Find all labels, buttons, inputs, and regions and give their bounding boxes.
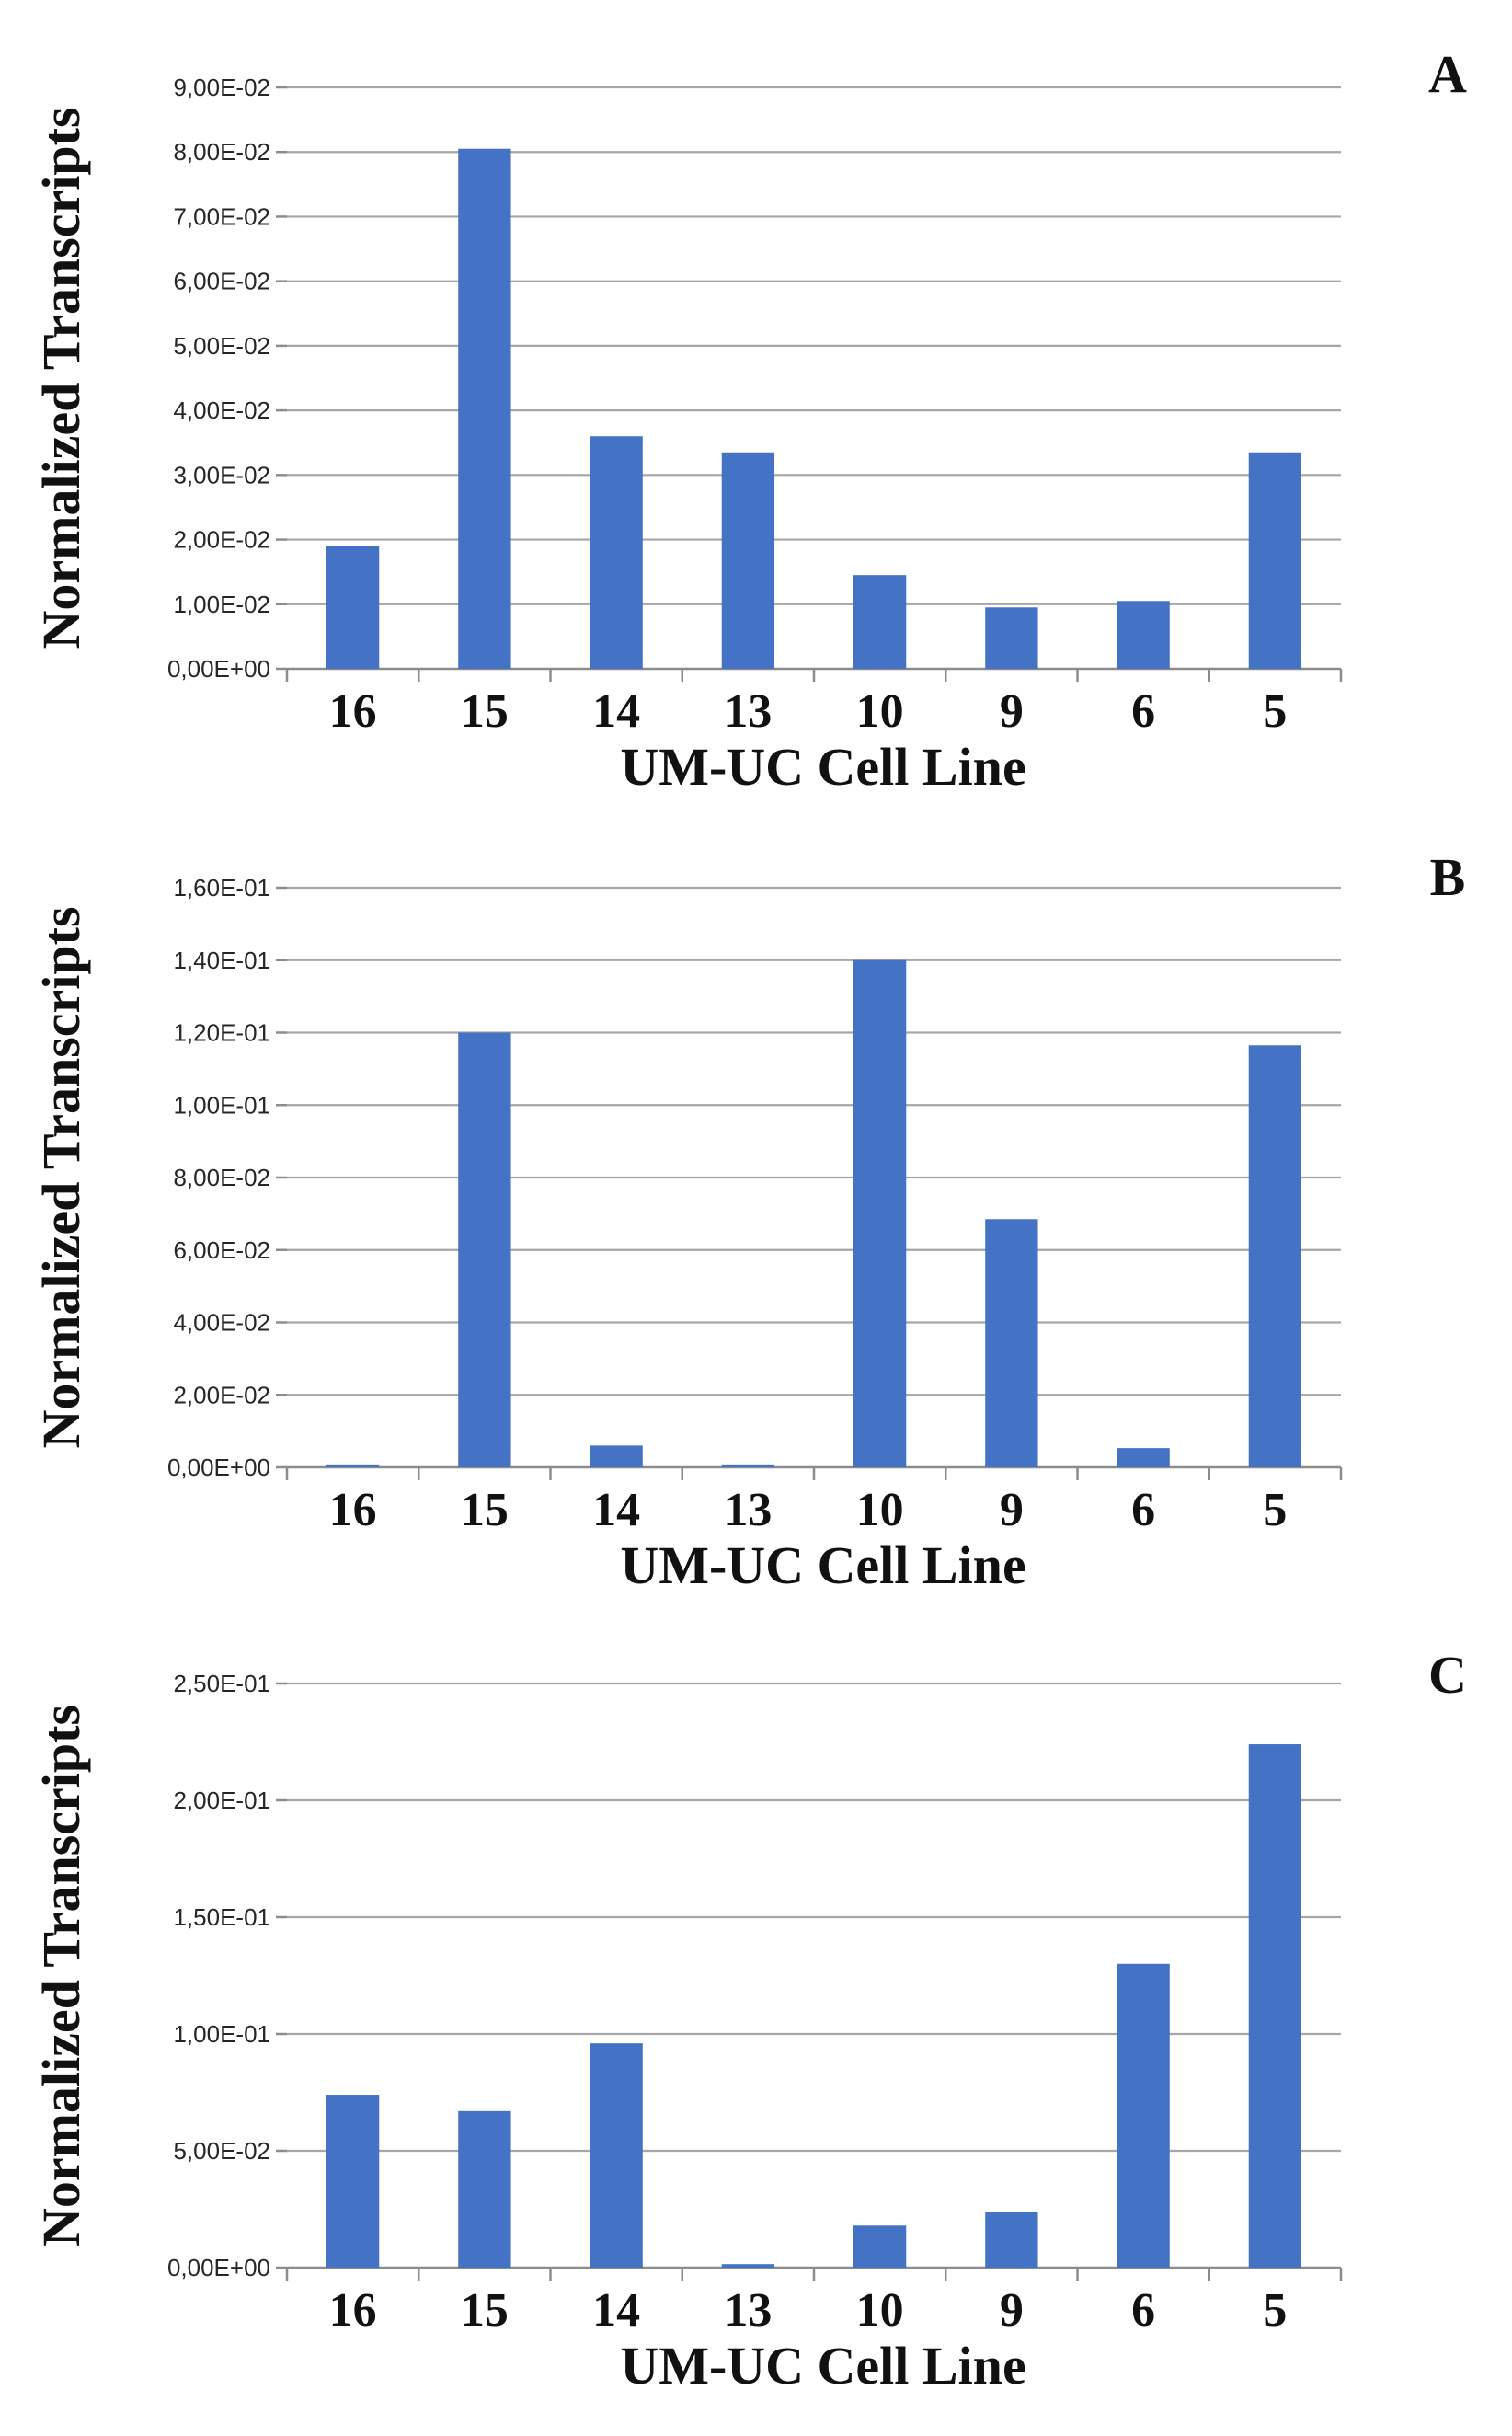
bar-15 xyxy=(458,2110,511,2268)
y-tick-label: 2,00E-02 xyxy=(173,1381,270,1408)
bar-16 xyxy=(326,546,380,669)
y-tick-label: 1,00E-02 xyxy=(173,591,270,618)
bar-14 xyxy=(590,2043,643,2268)
x-tick-label: 16 xyxy=(329,2284,377,2337)
bar-10 xyxy=(853,959,907,1467)
y-tick-label: 4,00E-02 xyxy=(173,1309,270,1337)
y-tick-label: 5,00E-02 xyxy=(173,2137,270,2165)
y-tick-label: 8,00E-02 xyxy=(173,1164,270,1191)
y-tick-label: 4,00E-02 xyxy=(173,396,270,424)
y-tick-label: 1,00E-01 xyxy=(173,2020,270,2048)
bar-9 xyxy=(985,1219,1038,1467)
bar-5 xyxy=(1248,1045,1302,1467)
x-tick-label: 16 xyxy=(329,1484,377,1536)
y-tick-label: 6,00E-02 xyxy=(173,1236,270,1264)
bar-10 xyxy=(853,575,907,669)
y-tick-label: 0,00E+00 xyxy=(167,1454,270,1481)
y-axis-title: Normalized Transcripts xyxy=(31,107,91,649)
y-tick-label: 3,00E-02 xyxy=(173,461,270,488)
x-tick-label: 13 xyxy=(724,685,772,738)
x-tick-label: 5 xyxy=(1263,2284,1287,2337)
x-tick-label: 9 xyxy=(1000,685,1024,738)
x-tick-label: 9 xyxy=(1000,1484,1024,1536)
x-axis-title: UM-UC Cell Line xyxy=(620,1535,1025,1595)
x-tick-label: 13 xyxy=(724,2284,772,2337)
y-tick-label: 1,40E-01 xyxy=(173,947,270,974)
y-tick-label: 1,60E-01 xyxy=(173,874,270,902)
x-axis-title: UM-UC Cell Line xyxy=(620,737,1025,797)
bar-9 xyxy=(985,2212,1038,2268)
y-tick-label: 6,00E-02 xyxy=(173,268,270,295)
y-tick-label: 0,00E+00 xyxy=(167,655,270,683)
y-tick-label: 1,00E-01 xyxy=(173,1091,270,1119)
x-tick-label: 14 xyxy=(592,685,640,738)
x-tick-label: 5 xyxy=(1263,1484,1287,1536)
bar-10 xyxy=(853,2225,907,2268)
chart-panel-b: 0,00E+00 2,00E-02 4,00E-02 6,00E-02 8,00E-02… xyxy=(31,847,1465,1595)
chart-panel-c: 0,00E+00 5,00E-02 1,00E-01 1,50E-01 2,00E-01… xyxy=(31,1645,1467,2396)
x-tick-label: 10 xyxy=(856,685,904,738)
y-tick-label: 7,00E-02 xyxy=(173,202,270,230)
x-tick-label: 10 xyxy=(856,2284,904,2337)
x-tick-label: 10 xyxy=(856,1484,904,1536)
y-axis-title: Normalized Transcripts xyxy=(31,906,91,1448)
panel-label: C xyxy=(1428,1645,1467,1705)
bar-16 xyxy=(326,2095,380,2268)
x-tick-label: 6 xyxy=(1131,685,1155,738)
x-tick-label: 16 xyxy=(329,685,377,738)
x-tick-label: 13 xyxy=(724,1484,772,1536)
x-tick-label: 15 xyxy=(461,685,509,738)
y-axis-title: Normalized Transcripts xyxy=(31,1705,91,2246)
bar-6 xyxy=(1117,1963,1170,2268)
panel-label: B xyxy=(1430,847,1466,907)
bar-16 xyxy=(326,1464,380,1467)
panel-label: A xyxy=(1428,44,1467,104)
y-tick-label: 2,00E-02 xyxy=(173,526,270,554)
y-tick-label: 8,00E-02 xyxy=(173,138,270,166)
bar-9 xyxy=(985,607,1038,669)
bar-14 xyxy=(590,436,643,669)
x-tick-label: 9 xyxy=(1000,2284,1024,2337)
bar-15 xyxy=(458,1032,511,1467)
bar-13 xyxy=(721,2264,775,2268)
bar-13 xyxy=(721,1464,775,1467)
x-tick-label: 15 xyxy=(461,1484,509,1536)
x-tick-label: 14 xyxy=(592,2284,640,2337)
bar-5 xyxy=(1248,1744,1302,2268)
y-tick-label: 0,00E+00 xyxy=(167,2254,270,2281)
bar-14 xyxy=(590,1445,643,1467)
x-tick-label: 6 xyxy=(1131,1484,1155,1536)
bar-5 xyxy=(1248,452,1302,669)
y-tick-label: 2,00E-01 xyxy=(173,1787,270,1814)
y-tick-label: 2,50E-01 xyxy=(173,1670,270,1697)
x-axis-title: UM-UC Cell Line xyxy=(620,2336,1025,2396)
y-tick-label: 1,20E-01 xyxy=(173,1019,270,1047)
y-tick-label: 5,00E-02 xyxy=(173,332,270,360)
x-tick-label: 6 xyxy=(1131,2284,1155,2337)
bar-6 xyxy=(1117,601,1170,669)
bar-6 xyxy=(1117,1448,1170,1467)
y-tick-label: 1,50E-01 xyxy=(173,1903,270,1931)
bar-15 xyxy=(458,148,511,669)
x-tick-label: 15 xyxy=(461,2284,509,2337)
x-tick-label: 14 xyxy=(592,1484,640,1536)
chart-panel-a: 0,00E+00 1,00E-02 2,00E-02 3,00E-02 4,00E-02… xyxy=(31,44,1467,797)
bar-13 xyxy=(721,452,775,669)
y-tick-label: 9,00E-02 xyxy=(173,74,270,101)
x-tick-label: 5 xyxy=(1263,685,1287,738)
